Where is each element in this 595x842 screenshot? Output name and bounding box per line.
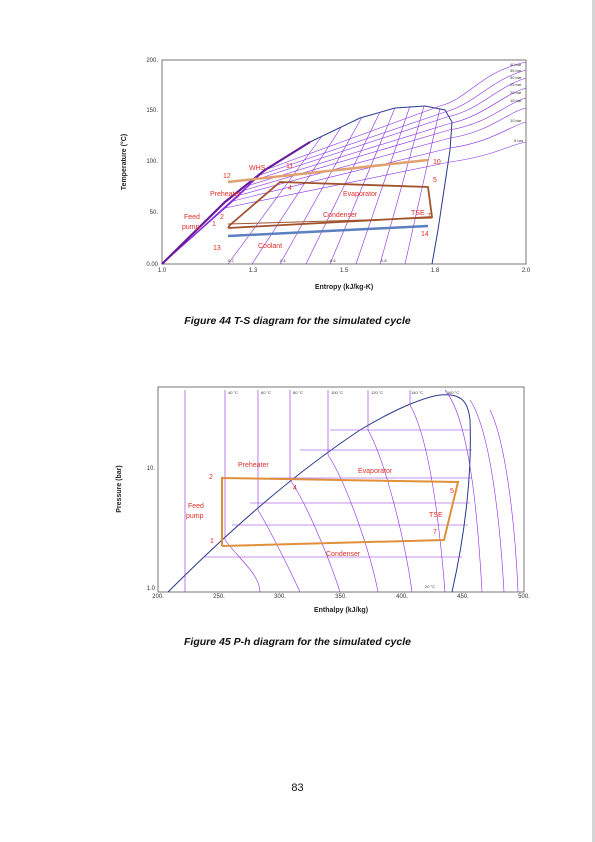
- annotation-1: 1: [212, 221, 216, 228]
- ts-ytick: 50.: [150, 210, 159, 216]
- ph-x-axis-label: Enthalpy (kJ/kg): [314, 607, 368, 614]
- isotherm-label: 20 °C: [425, 584, 435, 589]
- ph-xtick: 400.: [396, 594, 408, 600]
- isotherm-label: 40 °C: [228, 390, 238, 395]
- ph-xtick: 300.: [274, 594, 286, 600]
- ts-xtick: 1.8: [431, 268, 440, 274]
- annotation-tse: TSE: [411, 210, 425, 217]
- annotation-evaporator: Evaporator: [358, 468, 393, 475]
- ts-ytick: 0.00: [146, 262, 158, 268]
- annotation-tse: TSE: [429, 512, 443, 519]
- quality-label: 0.8: [381, 258, 387, 263]
- annotation-13: 13: [213, 245, 221, 252]
- annotation-whs: WHS: [249, 165, 266, 172]
- ph-xtick: 200.: [152, 594, 164, 600]
- annotation-10: 10: [433, 159, 441, 166]
- quality-label: 0.2: [228, 258, 234, 263]
- ts-xtick: 1.5: [340, 268, 349, 274]
- ph-xtick: 350.: [335, 594, 347, 600]
- ts-x-axis-label: Entropy (kJ/kg-K): [315, 284, 373, 291]
- isotherm-label: 140 °C: [411, 390, 423, 395]
- annotation-condenser: Condenser: [323, 212, 358, 219]
- annotation-feed: Feed: [184, 214, 200, 221]
- pressure-label: 20 bar: [510, 90, 522, 95]
- annotation-2: 2: [209, 474, 213, 481]
- isotherm-label: 80 °C: [293, 390, 303, 395]
- pressure-label: 5 bar: [514, 138, 524, 143]
- ph-ytick: 1.0: [147, 586, 156, 592]
- ph-y-axis-label: Pressure (bar): [116, 465, 123, 512]
- coolant-line: [227, 224, 429, 238]
- annotation-feed: Feed: [188, 503, 204, 510]
- figure-45-caption: Figure 45 P-h diagram for the simulated …: [184, 636, 411, 648]
- annotation-4: 4: [288, 185, 292, 192]
- ts-xtick: 2.0: [522, 268, 531, 274]
- whs-line: [227, 158, 429, 184]
- annotation-5: 5: [433, 177, 437, 184]
- figure-44-caption: Figure 44 T-S diagram for the simulated …: [184, 315, 411, 327]
- ts-ytick: 200.: [146, 58, 158, 64]
- ph-xtick: 500.: [518, 594, 530, 600]
- annotation-condenser: Condenser: [326, 551, 361, 558]
- annotation-1: 1: [210, 538, 214, 545]
- isotherm-label: 120 °C: [371, 390, 383, 395]
- isotherm-label: 160 °C: [447, 390, 459, 395]
- ts-y-axis-label: Temperature (°C): [120, 134, 128, 190]
- annotation-preheater: Preheater: [210, 191, 241, 198]
- annotation-5: 5: [450, 488, 454, 495]
- annotation-4: 4: [293, 485, 297, 492]
- annotation-preheater: Preheater: [238, 462, 269, 469]
- page-number: 83: [291, 782, 304, 794]
- isotherm-label: 100 °C: [331, 390, 343, 395]
- pressure-label: 30 bar: [510, 75, 522, 80]
- annotation-evaporator: Evaporator: [343, 191, 378, 198]
- page-edge: [592, 0, 595, 842]
- ts-xtick: 1.0: [158, 268, 167, 274]
- ph-xtick: 450.: [457, 594, 469, 600]
- isotherm-label: 60 °C: [261, 390, 271, 395]
- annotation-14: 14: [421, 231, 429, 238]
- pressure-label: 25 bar: [510, 82, 522, 87]
- quality-label: 0.4: [280, 258, 286, 263]
- annotation-pump: pump: [182, 224, 200, 231]
- annotation-7: 7: [433, 529, 437, 536]
- ts-ytick: 150.: [146, 108, 158, 114]
- ph-xtick: 250.: [213, 594, 225, 600]
- pressure-label: 15 bar: [510, 98, 522, 103]
- pressure-label: 35 bar: [510, 68, 522, 73]
- ph-diagram: 10. 1.0 200. 250. 300. 350. 400. 450. 50…: [116, 386, 530, 614]
- ts-ytick: 100.: [146, 159, 158, 165]
- annotation-7: 7: [427, 213, 431, 220]
- ts-diagram: 200. 150. 100. 50. 0.00 1.0 1.3 1.5 1.8 …: [120, 58, 531, 291]
- ph-ytick: 10.: [147, 466, 156, 472]
- annotation-2: 2: [220, 214, 224, 221]
- pressure-label: 10 bar: [510, 118, 522, 123]
- annotation-11: 11: [286, 163, 293, 170]
- quality-label: 0.6: [330, 258, 336, 263]
- annotation-12: 12: [223, 173, 231, 180]
- pressure-label: 40 bar: [510, 62, 522, 67]
- annotation-coolant: Coolant: [258, 243, 282, 250]
- ts-xtick: 1.3: [249, 268, 258, 274]
- annotation-pump: pump: [186, 513, 204, 520]
- ph-cycle: [221, 476, 460, 547]
